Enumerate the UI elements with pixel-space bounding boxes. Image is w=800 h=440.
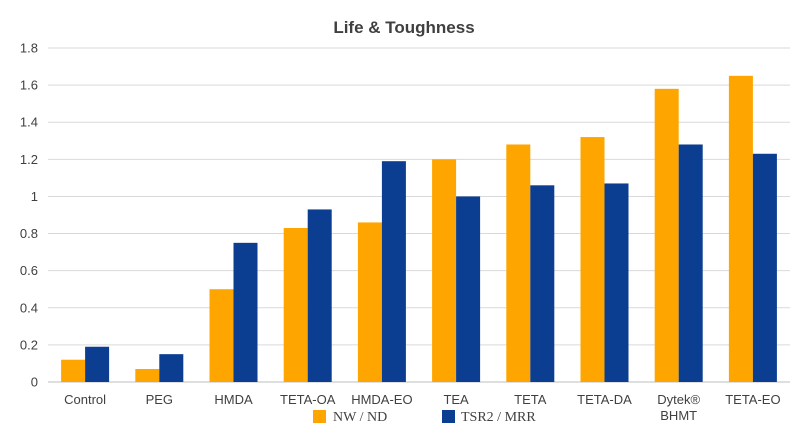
- legend-label: TSR2 / MRR: [461, 410, 536, 425]
- legend: NW / ND TSR2 / MRR: [313, 410, 536, 425]
- bar-tsr2-mrr: [752, 153, 777, 382]
- gridlines: [48, 47, 790, 383]
- y-tick-label: 0.8: [20, 226, 38, 241]
- bar-nw-nd: [654, 88, 679, 383]
- bar-tsr2-mrr: [678, 144, 703, 382]
- y-tick-label: 1.6: [20, 78, 38, 93]
- x-category-label: TETA-EO: [725, 392, 780, 407]
- y-tick-label: 1.2: [20, 152, 38, 167]
- y-tick-label: 0.6: [20, 263, 38, 278]
- bar-nw-nd: [506, 144, 531, 382]
- x-category-label: TEA: [443, 392, 469, 407]
- x-category-label: Dytek® BHMT: [657, 392, 700, 423]
- bar-nw-nd: [357, 222, 382, 382]
- bar-tsr2-mrr: [159, 354, 184, 382]
- bar-tsr2-mrr: [456, 196, 481, 382]
- y-tick-label: 0.4: [20, 300, 38, 315]
- y-axis-ticks: 0 0.2 0.4 0.6 0.8 1 1.2 1.4 1.6 1.8: [20, 41, 38, 390]
- bar-nw-nd: [135, 369, 160, 382]
- y-tick-label: 1.8: [20, 41, 38, 56]
- bar-tsr2-mrr: [233, 242, 258, 382]
- chart-title: Life & Toughness: [333, 18, 474, 37]
- bar-nw-nd: [209, 289, 234, 382]
- legend-label: NW / ND: [333, 410, 387, 425]
- bar-tsr2-mrr: [381, 161, 406, 382]
- legend-swatch: [313, 410, 326, 423]
- bar-tsr2-mrr: [307, 209, 332, 382]
- bar-nw-nd: [61, 359, 86, 382]
- x-category-label: TETA-DA: [577, 392, 632, 407]
- x-category-label: TETA-OA: [280, 392, 336, 407]
- bar-tsr2-mrr: [530, 185, 555, 382]
- y-tick-label: 0: [31, 375, 38, 390]
- x-category-label: TETA: [514, 392, 547, 407]
- bar-tsr2-mrr: [604, 183, 629, 382]
- x-category-label: Control: [64, 392, 106, 407]
- legend-swatch: [442, 410, 455, 423]
- y-tick-label: 1.4: [20, 115, 38, 130]
- bars: [61, 75, 777, 383]
- x-category-label: HMDA: [214, 392, 253, 407]
- x-category-label: HMDA-EO: [351, 392, 412, 407]
- bar-nw-nd: [580, 137, 605, 382]
- bar-nw-nd: [728, 75, 753, 382]
- y-tick-label: 0.2: [20, 337, 38, 352]
- bar-nw-nd: [283, 227, 308, 382]
- x-axis-categories: Control PEG HMDA TETA-OA HMDA-EO TEA TETA TETA-…: [64, 392, 780, 423]
- x-category-label: PEG: [146, 392, 173, 407]
- y-tick-label: 1: [31, 189, 38, 204]
- bar-nw-nd: [432, 159, 457, 382]
- bar-tsr2-mrr: [85, 346, 110, 382]
